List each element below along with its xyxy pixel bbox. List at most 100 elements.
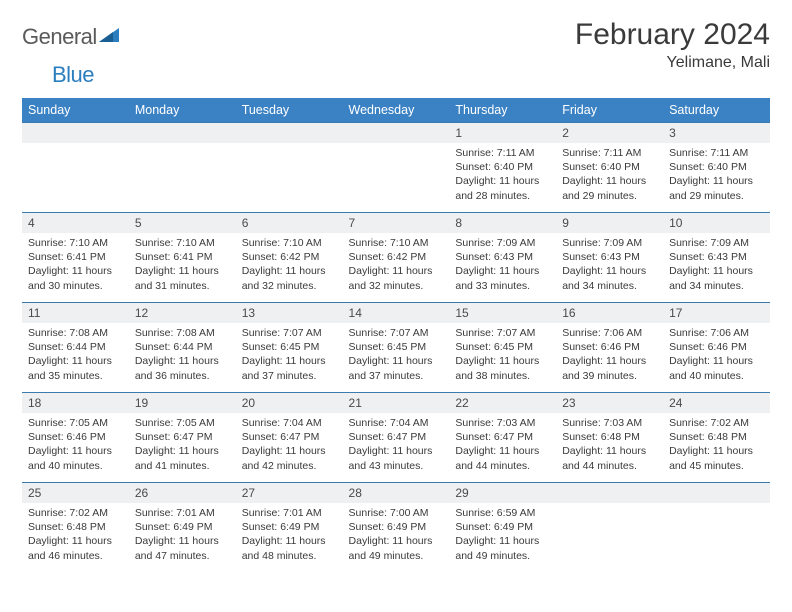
calendar-week-row: 18Sunrise: 7:05 AMSunset: 6:46 PMDayligh… [22, 393, 770, 483]
calendar-cell [663, 483, 770, 573]
weekday-header: Sunday [22, 98, 129, 123]
weekday-header: Thursday [449, 98, 556, 123]
calendar-cell: 18Sunrise: 7:05 AMSunset: 6:46 PMDayligh… [22, 393, 129, 483]
day-info: Sunrise: 7:04 AMSunset: 6:47 PMDaylight:… [236, 413, 343, 477]
calendar-cell: 20Sunrise: 7:04 AMSunset: 6:47 PMDayligh… [236, 393, 343, 483]
day-info: Sunrise: 7:08 AMSunset: 6:44 PMDaylight:… [22, 323, 129, 387]
month-title: February 2024 [575, 18, 770, 52]
day-info: Sunrise: 7:09 AMSunset: 6:43 PMDaylight:… [556, 233, 663, 297]
calendar-week-row: 11Sunrise: 7:08 AMSunset: 6:44 PMDayligh… [22, 303, 770, 393]
calendar-cell [343, 123, 450, 213]
logo-text-blue: Blue [52, 62, 94, 88]
day-number: 21 [343, 393, 450, 413]
day-info: Sunrise: 7:03 AMSunset: 6:48 PMDaylight:… [556, 413, 663, 477]
day-number: 2 [556, 123, 663, 143]
calendar-cell: 19Sunrise: 7:05 AMSunset: 6:47 PMDayligh… [129, 393, 236, 483]
day-info: Sunrise: 7:10 AMSunset: 6:42 PMDaylight:… [343, 233, 450, 297]
day-info: Sunrise: 7:08 AMSunset: 6:44 PMDaylight:… [129, 323, 236, 387]
calendar-cell: 29Sunrise: 6:59 AMSunset: 6:49 PMDayligh… [449, 483, 556, 573]
day-info: Sunrise: 7:00 AMSunset: 6:49 PMDaylight:… [343, 503, 450, 567]
day-number: 27 [236, 483, 343, 503]
location: Yelimane, Mali [575, 54, 770, 72]
weekday-row: SundayMondayTuesdayWednesdayThursdayFrid… [22, 98, 770, 123]
calendar-cell: 15Sunrise: 7:07 AMSunset: 6:45 PMDayligh… [449, 303, 556, 393]
calendar-cell: 24Sunrise: 7:02 AMSunset: 6:48 PMDayligh… [663, 393, 770, 483]
day-info: Sunrise: 7:02 AMSunset: 6:48 PMDaylight:… [22, 503, 129, 567]
calendar-cell: 13Sunrise: 7:07 AMSunset: 6:45 PMDayligh… [236, 303, 343, 393]
day-info: Sunrise: 7:06 AMSunset: 6:46 PMDaylight:… [556, 323, 663, 387]
calendar-cell: 27Sunrise: 7:01 AMSunset: 6:49 PMDayligh… [236, 483, 343, 573]
logo: General [22, 18, 123, 50]
calendar-cell: 8Sunrise: 7:09 AMSunset: 6:43 PMDaylight… [449, 213, 556, 303]
day-number: 13 [236, 303, 343, 323]
day-number: 19 [129, 393, 236, 413]
weekday-header: Monday [129, 98, 236, 123]
day-number: 25 [22, 483, 129, 503]
day-info: Sunrise: 7:03 AMSunset: 6:47 PMDaylight:… [449, 413, 556, 477]
calendar-cell [236, 123, 343, 213]
day-info: Sunrise: 7:09 AMSunset: 6:43 PMDaylight:… [449, 233, 556, 297]
day-number: 12 [129, 303, 236, 323]
calendar-table: SundayMondayTuesdayWednesdayThursdayFrid… [22, 98, 770, 573]
calendar-cell: 4Sunrise: 7:10 AMSunset: 6:41 PMDaylight… [22, 213, 129, 303]
calendar-week-row: 1Sunrise: 7:11 AMSunset: 6:40 PMDaylight… [22, 123, 770, 213]
empty-day [343, 123, 450, 143]
day-number: 15 [449, 303, 556, 323]
day-info: Sunrise: 7:11 AMSunset: 6:40 PMDaylight:… [663, 143, 770, 207]
empty-day [129, 123, 236, 143]
weekday-header: Saturday [663, 98, 770, 123]
calendar-body: 1Sunrise: 7:11 AMSunset: 6:40 PMDaylight… [22, 123, 770, 573]
day-info: Sunrise: 6:59 AMSunset: 6:49 PMDaylight:… [449, 503, 556, 567]
weekday-header: Tuesday [236, 98, 343, 123]
calendar-week-row: 25Sunrise: 7:02 AMSunset: 6:48 PMDayligh… [22, 483, 770, 573]
day-number: 9 [556, 213, 663, 233]
day-info: Sunrise: 7:04 AMSunset: 6:47 PMDaylight:… [343, 413, 450, 477]
day-number: 20 [236, 393, 343, 413]
day-number: 28 [343, 483, 450, 503]
calendar-cell: 17Sunrise: 7:06 AMSunset: 6:46 PMDayligh… [663, 303, 770, 393]
calendar-cell [556, 483, 663, 573]
day-number: 1 [449, 123, 556, 143]
empty-day [663, 483, 770, 503]
day-number: 4 [22, 213, 129, 233]
weekday-header: Friday [556, 98, 663, 123]
day-info: Sunrise: 7:05 AMSunset: 6:46 PMDaylight:… [22, 413, 129, 477]
logo-triangle-icon [99, 26, 121, 49]
day-info: Sunrise: 7:10 AMSunset: 6:41 PMDaylight:… [129, 233, 236, 297]
calendar-cell: 25Sunrise: 7:02 AMSunset: 6:48 PMDayligh… [22, 483, 129, 573]
calendar-cell [129, 123, 236, 213]
day-number: 8 [449, 213, 556, 233]
calendar-cell: 22Sunrise: 7:03 AMSunset: 6:47 PMDayligh… [449, 393, 556, 483]
day-number: 17 [663, 303, 770, 323]
calendar-cell: 11Sunrise: 7:08 AMSunset: 6:44 PMDayligh… [22, 303, 129, 393]
day-info: Sunrise: 7:05 AMSunset: 6:47 PMDaylight:… [129, 413, 236, 477]
day-number: 3 [663, 123, 770, 143]
calendar-cell: 9Sunrise: 7:09 AMSunset: 6:43 PMDaylight… [556, 213, 663, 303]
weekday-header: Wednesday [343, 98, 450, 123]
day-number: 23 [556, 393, 663, 413]
day-info: Sunrise: 7:09 AMSunset: 6:43 PMDaylight:… [663, 233, 770, 297]
day-number: 14 [343, 303, 450, 323]
day-info: Sunrise: 7:11 AMSunset: 6:40 PMDaylight:… [449, 143, 556, 207]
calendar-cell: 14Sunrise: 7:07 AMSunset: 6:45 PMDayligh… [343, 303, 450, 393]
day-number: 7 [343, 213, 450, 233]
day-number: 18 [22, 393, 129, 413]
calendar-cell: 28Sunrise: 7:00 AMSunset: 6:49 PMDayligh… [343, 483, 450, 573]
calendar-week-row: 4Sunrise: 7:10 AMSunset: 6:41 PMDaylight… [22, 213, 770, 303]
calendar-cell: 6Sunrise: 7:10 AMSunset: 6:42 PMDaylight… [236, 213, 343, 303]
day-number: 24 [663, 393, 770, 413]
calendar-cell: 2Sunrise: 7:11 AMSunset: 6:40 PMDaylight… [556, 123, 663, 213]
day-info: Sunrise: 7:07 AMSunset: 6:45 PMDaylight:… [236, 323, 343, 387]
calendar-cell: 7Sunrise: 7:10 AMSunset: 6:42 PMDaylight… [343, 213, 450, 303]
empty-day [22, 123, 129, 143]
day-info: Sunrise: 7:10 AMSunset: 6:41 PMDaylight:… [22, 233, 129, 297]
calendar-cell [22, 123, 129, 213]
day-info: Sunrise: 7:01 AMSunset: 6:49 PMDaylight:… [236, 503, 343, 567]
calendar-cell: 5Sunrise: 7:10 AMSunset: 6:41 PMDaylight… [129, 213, 236, 303]
calendar-cell: 16Sunrise: 7:06 AMSunset: 6:46 PMDayligh… [556, 303, 663, 393]
calendar-cell: 1Sunrise: 7:11 AMSunset: 6:40 PMDaylight… [449, 123, 556, 213]
title-block: February 2024 Yelimane, Mali [575, 18, 770, 72]
day-number: 10 [663, 213, 770, 233]
calendar-cell: 26Sunrise: 7:01 AMSunset: 6:49 PMDayligh… [129, 483, 236, 573]
page: General February 2024 Yelimane, Mali Blu… [0, 0, 792, 573]
